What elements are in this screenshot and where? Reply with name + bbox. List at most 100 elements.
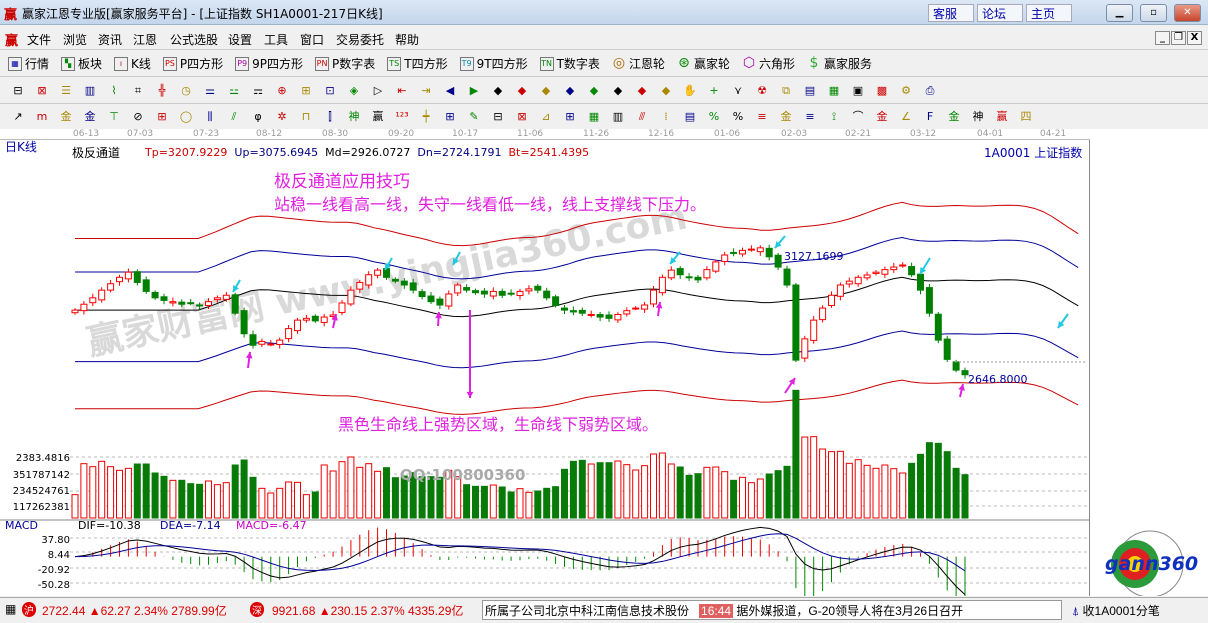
- tool-icon[interactable]: ▷: [373, 83, 383, 97]
- tool-icon[interactable]: 神: [972, 109, 984, 123]
- tool-icon[interactable]: ↗: [13, 109, 23, 123]
- tool-icon[interactable]: ⚍: [229, 83, 239, 97]
- tool-icon[interactable]: ╬: [158, 83, 166, 97]
- tool-icon[interactable]: ⋎: [733, 83, 743, 97]
- toolbar-button[interactable]: TS T四方形: [387, 55, 448, 72]
- calendar-icon[interactable]: ▦: [5, 602, 17, 616]
- tool-icon[interactable]: ◯: [179, 109, 193, 123]
- menu-item[interactable]: 帮助: [395, 33, 420, 47]
- customer-service-button[interactable]: 客服: [928, 4, 974, 22]
- tool-icon[interactable]: ⊞: [565, 109, 575, 123]
- tool-icon[interactable]: ▩: [876, 83, 888, 97]
- tool-icon[interactable]: ✲: [277, 109, 287, 123]
- toolbar-button[interactable]: ı K线: [114, 55, 151, 72]
- tool-icon[interactable]: ✋: [683, 83, 697, 97]
- menu-item[interactable]: 设置: [228, 33, 253, 47]
- tool-icon[interactable]: 金: [780, 109, 792, 123]
- tool-icon[interactable]: ⊞: [301, 83, 311, 97]
- tool-icon[interactable]: ⊞: [445, 109, 455, 123]
- toolbar-button[interactable]: TN T数字表: [539, 55, 600, 72]
- tool-icon[interactable]: F: [926, 109, 934, 123]
- forum-button[interactable]: 论坛: [977, 4, 1023, 22]
- tool-icon[interactable]: ⊓: [301, 109, 311, 123]
- toolbar-button[interactable]: ▚ 板块: [61, 55, 102, 72]
- tool-icon[interactable]: ∠: [901, 109, 911, 123]
- tool-icon[interactable]: ⊕: [277, 83, 287, 97]
- tool-icon[interactable]: %: [732, 109, 744, 123]
- toolbar-button[interactable]: T9 9T四方形: [459, 55, 528, 72]
- tool-icon[interactable]: 神: [348, 109, 360, 123]
- tool-icon[interactable]: ◆: [589, 83, 599, 97]
- tool-icon[interactable]: ⇤: [397, 83, 407, 97]
- mdi-close-icon[interactable]: X: [1187, 31, 1202, 45]
- toolbar-button[interactable]: ▦ 行情: [8, 55, 49, 72]
- maximize-icon[interactable]: ▫: [1140, 4, 1167, 22]
- tool-icon[interactable]: ⌇: [111, 83, 117, 97]
- tool-icon[interactable]: %: [708, 109, 720, 123]
- tool-icon[interactable]: ≡: [805, 109, 815, 123]
- tool-icon[interactable]: ¹²³: [395, 109, 409, 123]
- menu-item[interactable]: 工具: [264, 33, 289, 47]
- tool-icon[interactable]: ⊤: [109, 109, 119, 123]
- toolbar-button[interactable]: ⬡ 六角形: [742, 55, 795, 72]
- tool-icon[interactable]: ✎: [469, 109, 479, 123]
- menu-item[interactable]: 公式选股: [170, 33, 219, 47]
- tool-icon[interactable]: 金: [948, 109, 960, 123]
- tool-icon[interactable]: ≡: [757, 109, 767, 123]
- tool-icon[interactable]: ◆: [517, 83, 527, 97]
- tool-icon[interactable]: 金: [84, 109, 96, 123]
- tool-icon[interactable]: ◆: [661, 83, 671, 97]
- tool-icon[interactable]: 金: [876, 109, 888, 123]
- tool-icon[interactable]: ☢: [757, 83, 767, 97]
- tool-icon[interactable]: ▥: [612, 109, 624, 123]
- mdi-minimize-icon[interactable]: _: [1155, 31, 1170, 45]
- tool-icon[interactable]: ☰: [61, 83, 71, 97]
- tool-icon[interactable]: 赢: [996, 109, 1008, 123]
- close-icon[interactable]: ✕: [1174, 4, 1201, 22]
- tool-icon[interactable]: ⌗: [134, 83, 142, 97]
- tool-icon[interactable]: ⊿: [541, 109, 551, 123]
- tool-icon[interactable]: ⎙: [925, 83, 935, 97]
- tool-icon[interactable]: ▣: [852, 83, 864, 97]
- mdi-restore-icon[interactable]: ❐: [1171, 31, 1186, 45]
- tool-icon[interactable]: ▤: [684, 109, 696, 123]
- tool-icon[interactable]: ⫿: [328, 109, 332, 123]
- tool-icon[interactable]: ⧉: [782, 83, 790, 97]
- tool-icon[interactable]: ▦: [588, 109, 600, 123]
- tool-icon[interactable]: 四: [1020, 109, 1032, 123]
- tool-icon[interactable]: ▤: [804, 83, 816, 97]
- minimize-icon[interactable]: ▁: [1106, 4, 1133, 22]
- toolbar-button[interactable]: PS P四方形: [162, 55, 223, 72]
- tool-icon[interactable]: ⚙: [901, 83, 911, 97]
- menu-item[interactable]: 交易委托: [336, 33, 385, 47]
- tool-icon[interactable]: m: [36, 109, 48, 123]
- tool-icon[interactable]: ◆: [541, 83, 551, 97]
- tool-icon[interactable]: φ: [254, 109, 262, 123]
- menu-item[interactable]: 文件: [27, 33, 52, 47]
- tool-icon[interactable]: ⟟: [831, 109, 837, 123]
- tool-icon[interactable]: ┿: [422, 109, 430, 123]
- toolbar-button[interactable]: ⊛ 赢家轮: [677, 55, 730, 72]
- toolbar-button[interactable]: ◎ 江恩轮: [612, 55, 665, 72]
- tool-icon[interactable]: ⫼: [207, 109, 213, 123]
- tool-icon[interactable]: ⊠: [37, 83, 47, 97]
- kline-chart[interactable]: 赢家财富网 www.yingjia360.com2383.48163517871…: [0, 140, 1090, 596]
- tool-icon[interactable]: ⇥: [421, 83, 431, 97]
- tool-icon[interactable]: ⚌: [205, 83, 215, 97]
- tool-icon[interactable]: ⌒: [852, 109, 864, 123]
- tool-icon[interactable]: +: [709, 83, 719, 97]
- tool-icon[interactable]: ◆: [637, 83, 647, 97]
- tool-icon[interactable]: ⊞: [157, 109, 167, 123]
- news-ticker[interactable]: 所属子公司北京中科江南信息技术股份 16:44 据外媒报道，G-20领导人将在3月…: [482, 600, 1062, 620]
- menu-item[interactable]: 窗口: [300, 33, 325, 47]
- tool-icon[interactable]: ▦: [828, 83, 840, 97]
- tool-icon[interactable]: ⊟: [13, 83, 23, 97]
- menu-item[interactable]: 浏览: [63, 33, 88, 47]
- tool-icon[interactable]: ⊘: [133, 109, 143, 123]
- toolbar-button[interactable]: PN P数字表: [315, 55, 375, 72]
- tool-icon[interactable]: 赢: [372, 109, 384, 123]
- tool-icon[interactable]: ⁞: [664, 109, 668, 123]
- tool-icon[interactable]: ⫻: [638, 109, 646, 123]
- tool-icon[interactable]: ◈: [349, 83, 359, 97]
- tick-detail-link[interactable]: ⍋ 收1A0001分笔: [1072, 604, 1160, 618]
